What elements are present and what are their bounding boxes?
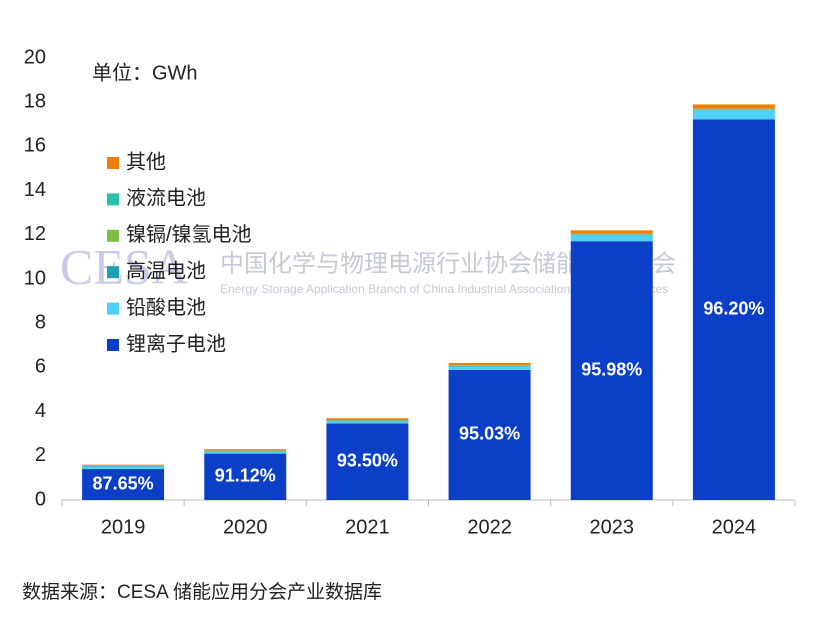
legend-label: 镍镉/镍氢电池 — [126, 223, 252, 246]
unit-label: 单位：GWh — [92, 61, 198, 84]
legend-label: 锂离子电池 — [126, 332, 226, 355]
x-tick-label: 2024 — [712, 516, 757, 538]
legend-swatch — [107, 157, 119, 169]
bar-segment — [448, 369, 531, 500]
bar-segment — [204, 449, 287, 451]
bar-segment — [692, 110, 775, 120]
bar-segment — [692, 104, 775, 109]
y-tick-label: 20 — [24, 46, 46, 68]
bar-segment — [692, 119, 775, 501]
legend-label: 其他 — [126, 150, 166, 173]
share-label: 87.65% — [93, 473, 154, 493]
legend-label: 液流电池 — [126, 187, 206, 210]
legend-swatch — [107, 339, 119, 351]
bar-segment — [204, 453, 287, 500]
bar-segment — [204, 451, 287, 454]
legend-swatch — [107, 302, 119, 315]
x-tick-label: 2022 — [467, 516, 512, 538]
y-tick-label: 0 — [35, 488, 46, 510]
share-label: 95.03% — [459, 424, 520, 444]
y-tick-label: 4 — [35, 400, 46, 422]
legend-swatch — [107, 229, 119, 242]
bar-segment — [82, 469, 165, 500]
bar-segment — [82, 464, 165, 466]
y-tick-label: 10 — [24, 267, 46, 289]
share-label: 91.12% — [215, 466, 276, 486]
legend-swatch — [107, 266, 119, 279]
y-tick-label: 12 — [24, 223, 46, 245]
bar-segment — [326, 418, 409, 420]
bar-segment — [448, 366, 531, 370]
legend-label: 高温电池 — [126, 259, 206, 282]
watermark-logo: CESA — [60, 238, 188, 294]
watermark-english: Energy Storage Application Branch of Chi… — [220, 282, 668, 296]
bar-segment — [570, 233, 653, 235]
source-note: 数据来源：CESA 储能应用分会产业数据库 — [22, 581, 382, 603]
x-tick-label: 2021 — [345, 516, 390, 538]
y-tick-label: 2 — [35, 444, 46, 466]
x-tick-label: 2023 — [590, 516, 635, 538]
bar-segment — [326, 423, 409, 500]
y-tick-label: 14 — [24, 179, 46, 201]
bar-segment — [570, 241, 653, 501]
y-tick-label: 16 — [24, 135, 46, 157]
y-tick-label: 18 — [24, 90, 46, 112]
share-label: 95.98% — [581, 359, 642, 379]
legend-swatch — [107, 193, 119, 206]
x-tick-label: 2020 — [223, 516, 268, 538]
x-tick-label: 2019 — [101, 516, 146, 538]
y-tick-label: 6 — [35, 356, 46, 378]
bar-segment — [326, 421, 409, 424]
bar-segment — [570, 235, 653, 242]
share-label: 93.50% — [337, 451, 398, 471]
bar-segment — [570, 230, 653, 234]
legend-label: 铅酸电池 — [126, 296, 206, 319]
bar-segment — [448, 362, 531, 366]
share-label: 96.20% — [703, 298, 764, 318]
bar-segment — [82, 466, 165, 470]
y-tick-label: 8 — [35, 311, 46, 333]
